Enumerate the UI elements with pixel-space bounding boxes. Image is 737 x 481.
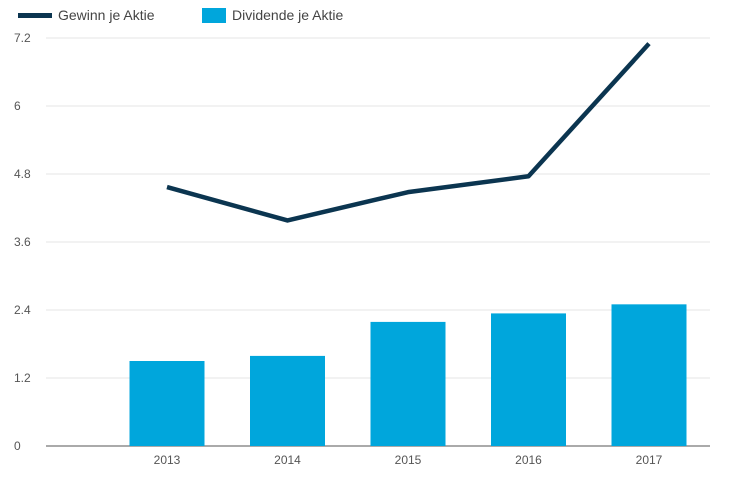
x-tick-label: 2016 [515, 453, 542, 467]
x-tick-label: 2013 [154, 453, 181, 467]
legend-item-gewinn: Gewinn je Aktie [18, 7, 155, 23]
line-series-gewinn [166, 42, 651, 223]
bar-dividende [129, 361, 205, 446]
x-tick-label: 2017 [636, 453, 663, 467]
legend-item-dividende: Dividende je Aktie [202, 7, 344, 23]
legend-swatch-gewinn [18, 13, 52, 18]
bar-dividende [250, 355, 325, 446]
bar-dividende [491, 313, 566, 446]
x-tick-label: 2014 [274, 453, 301, 467]
line-gewinn [166, 42, 651, 223]
legend-swatch-dividende [202, 8, 226, 23]
legend-label-dividende: Dividende je Aktie [232, 7, 344, 23]
legend: Gewinn je Aktie Dividende je Aktie [18, 7, 344, 23]
y-tick-label: 1.2 [14, 371, 31, 385]
x-axis-ticks: 2013 2014 2015 2016 2017 [154, 453, 663, 467]
y-tick-label: 7.2 [14, 31, 31, 45]
bar-series-dividende [129, 304, 687, 446]
y-axis-ticks: 0 1.2 2.4 3.6 4.8 6 7.2 [14, 31, 31, 453]
x-tick-label: 2015 [395, 453, 422, 467]
legend-label-gewinn: Gewinn je Aktie [58, 7, 155, 23]
y-tick-label: 3.6 [14, 235, 31, 249]
y-tick-label: 0 [14, 439, 21, 453]
y-tick-label: 4.8 [14, 167, 31, 181]
y-tick-label: 2.4 [14, 303, 31, 317]
bar-dividende [370, 321, 446, 446]
y-tick-label: 6 [14, 99, 21, 113]
bar-dividende [611, 304, 687, 446]
